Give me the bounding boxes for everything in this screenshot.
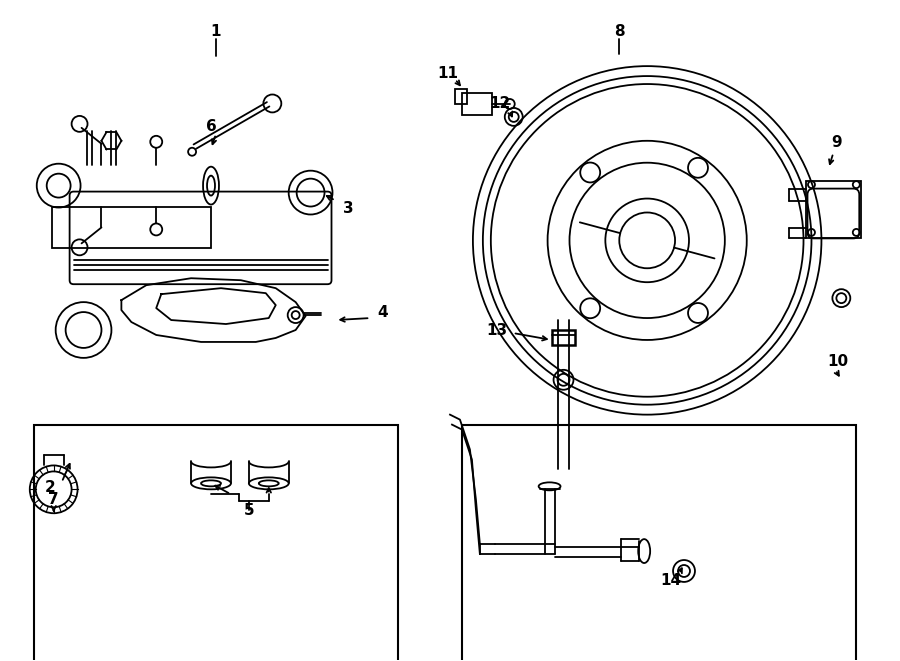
Text: 2: 2 bbox=[44, 480, 55, 495]
Bar bbox=[51, 206, 211, 249]
Text: 4: 4 bbox=[377, 305, 388, 319]
Text: 8: 8 bbox=[614, 24, 625, 39]
Text: 9: 9 bbox=[831, 136, 842, 150]
Text: 3: 3 bbox=[343, 201, 354, 216]
Bar bbox=[455, 89, 467, 104]
Text: 1: 1 bbox=[211, 24, 221, 39]
Bar bbox=[462, 93, 491, 115]
Bar bbox=[552, 330, 575, 345]
Text: 5: 5 bbox=[244, 503, 254, 518]
Text: 12: 12 bbox=[490, 97, 510, 112]
Text: 7: 7 bbox=[49, 492, 59, 507]
Text: 11: 11 bbox=[437, 65, 458, 81]
Bar bbox=[462, 424, 856, 661]
Bar bbox=[806, 180, 861, 239]
Text: 6: 6 bbox=[205, 120, 216, 134]
Text: 13: 13 bbox=[486, 323, 508, 338]
Text: 10: 10 bbox=[828, 354, 849, 369]
Text: 14: 14 bbox=[661, 574, 681, 588]
Bar bbox=[34, 424, 398, 661]
